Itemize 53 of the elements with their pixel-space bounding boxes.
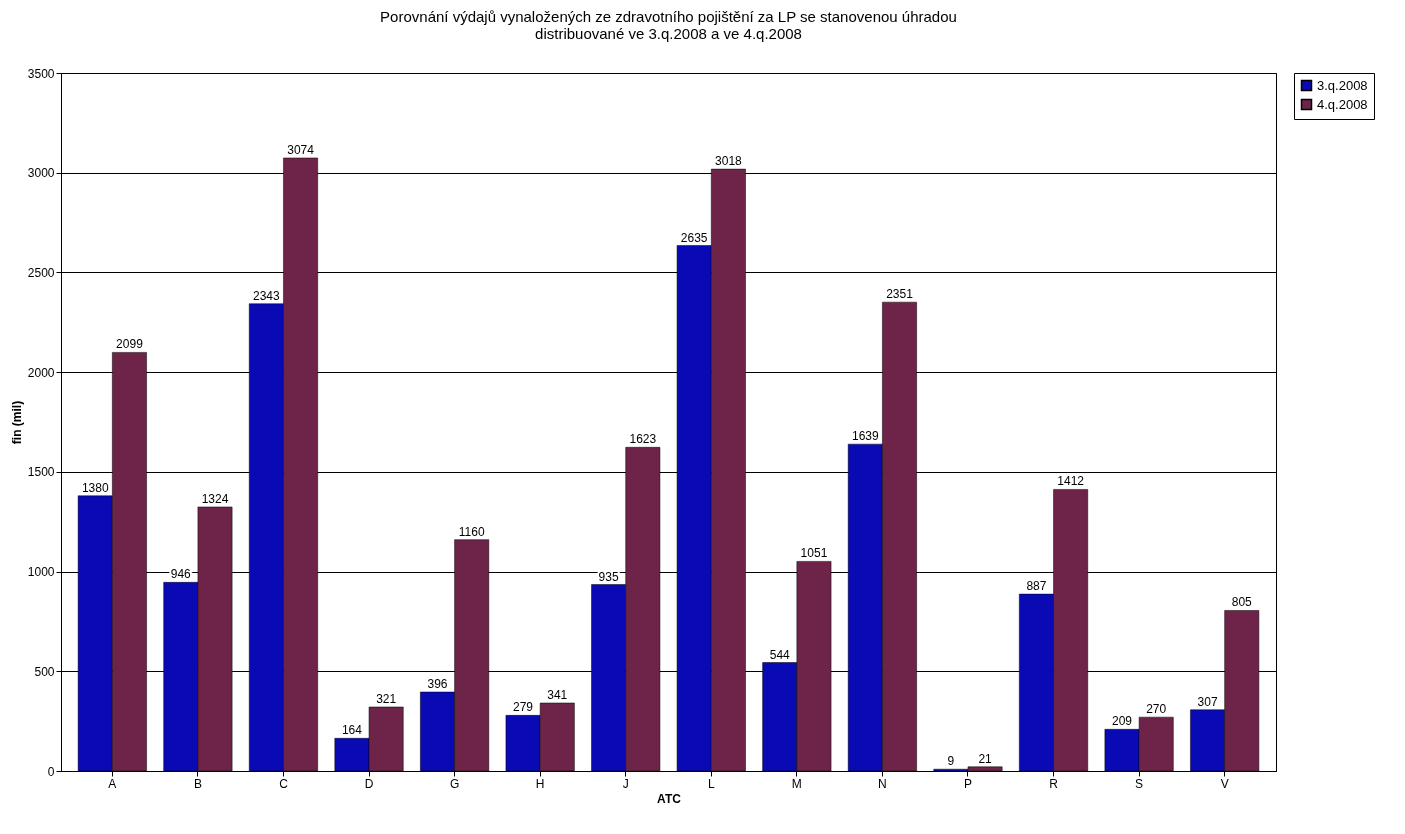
y-tick-label: 3000 xyxy=(27,166,55,181)
x-tick-label: H xyxy=(535,776,545,791)
x-tick-label: B xyxy=(193,776,202,791)
y-tick-label: 0 xyxy=(47,764,55,779)
data-label: 396 xyxy=(427,677,448,692)
x-tick-label: R xyxy=(1049,776,1059,791)
chart-title: Porovnání výdajů vynaložených ze zdravotního pojištění za LP se stanovenou úhradou distribuované ve 3.q.2008 a ve 4.q.2008 xyxy=(380,8,957,42)
data-label: 1412 xyxy=(1057,474,1085,489)
y-tick-label: 2500 xyxy=(27,265,55,280)
legend-label: 4.q.2008 xyxy=(1317,96,1368,112)
data-label: 270 xyxy=(1146,702,1167,717)
x-tick-label: D xyxy=(364,776,374,791)
data-label: 21 xyxy=(978,751,993,766)
data-label: 341 xyxy=(547,687,568,702)
data-label: 3074 xyxy=(287,142,315,157)
data-label: 2351 xyxy=(886,287,914,302)
x-tick-label: M xyxy=(791,776,802,791)
data-label: 2343 xyxy=(253,288,281,303)
x-tick-label: L xyxy=(707,776,715,791)
y-tick-label: 2000 xyxy=(27,365,55,380)
data-label: 1623 xyxy=(629,432,657,447)
data-label: 2099 xyxy=(116,337,144,352)
y-tick-label: 1000 xyxy=(27,565,55,580)
data-label: 307 xyxy=(1197,694,1218,709)
data-label: 544 xyxy=(769,647,791,662)
x-tick-label: N xyxy=(878,776,887,791)
data-label: 1639 xyxy=(851,429,879,444)
data-label: 1160 xyxy=(458,524,485,539)
legend-label: 3.q.2008 xyxy=(1317,77,1368,93)
data-label: 279 xyxy=(513,700,534,715)
data-label: 1051 xyxy=(800,546,828,561)
data-label: 3018 xyxy=(715,154,743,169)
data-label: 2635 xyxy=(680,230,708,245)
y-axis-title: fin (mil) xyxy=(9,400,24,445)
x-tick-label: V xyxy=(1220,776,1229,791)
data-label: 164 xyxy=(341,723,363,738)
x-axis-title: ATC xyxy=(657,791,682,806)
data-label: 321 xyxy=(376,691,397,706)
x-tick-label: S xyxy=(1135,776,1144,791)
data-label: 209 xyxy=(1111,714,1133,729)
x-tick-label: A xyxy=(108,776,117,791)
data-label: 9 xyxy=(947,754,955,769)
x-tick-label: P xyxy=(963,776,972,791)
data-label: 805 xyxy=(1231,595,1253,610)
y-tick-label: 3500 xyxy=(27,66,55,81)
x-tick-label: J xyxy=(622,776,629,791)
data-label: 1324 xyxy=(201,491,229,506)
data-label: 1380 xyxy=(81,480,109,495)
x-tick-label: C xyxy=(279,776,289,791)
x-tick-label: G xyxy=(449,776,460,791)
data-label: 887 xyxy=(1026,579,1047,594)
y-tick-label: 1500 xyxy=(27,465,55,480)
y-tick-label: 500 xyxy=(34,664,55,679)
